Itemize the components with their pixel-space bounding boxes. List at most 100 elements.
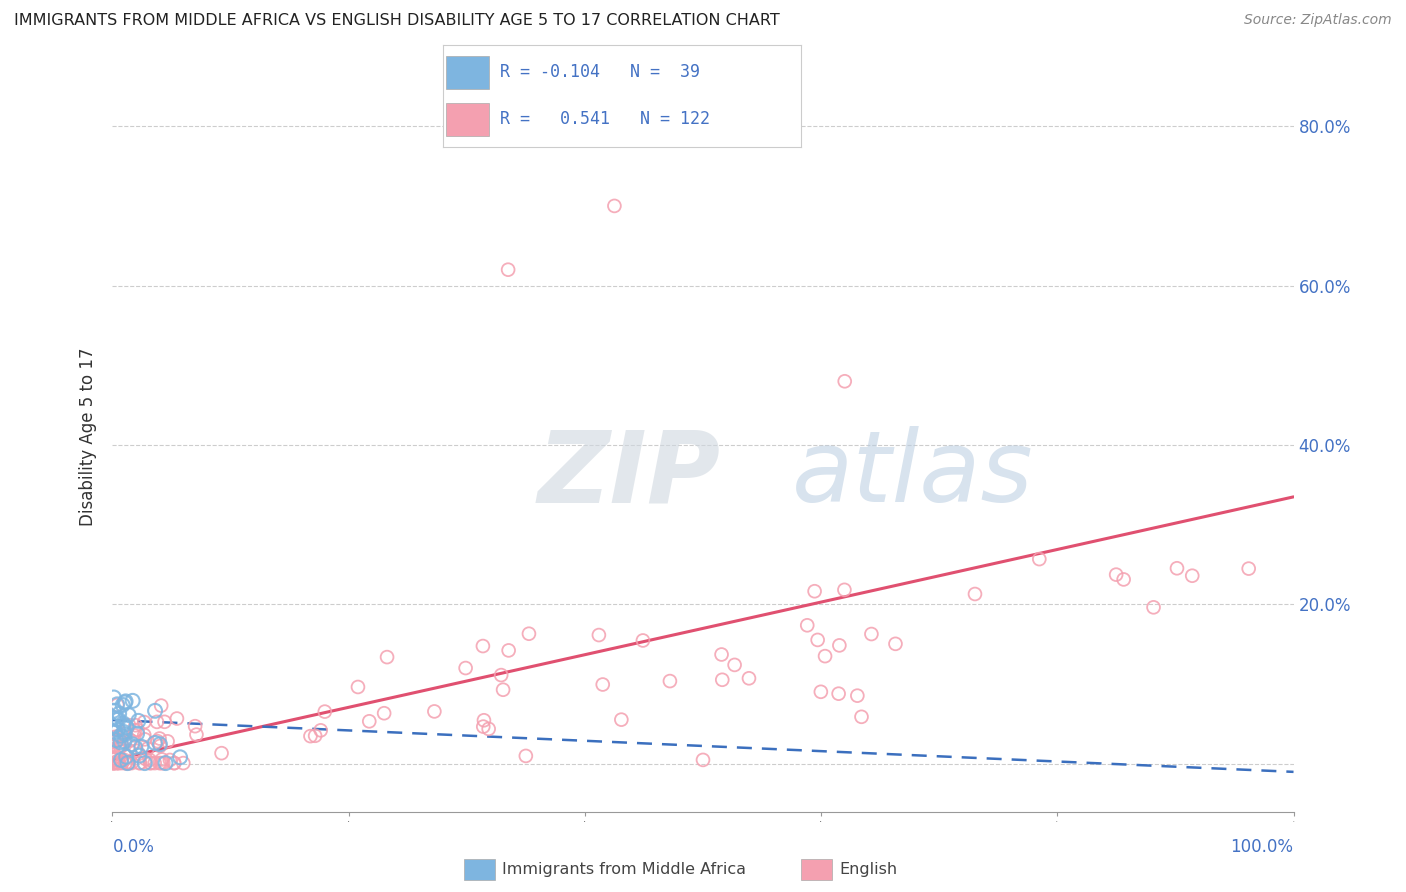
Point <box>110 729 132 743</box>
Point <box>139 756 162 770</box>
Point <box>658 674 681 689</box>
Point <box>155 756 177 770</box>
Text: 0.0%: 0.0% <box>112 838 155 855</box>
Point <box>692 753 714 767</box>
Point <box>375 650 398 665</box>
Point <box>807 632 830 647</box>
Point <box>118 718 141 732</box>
Point <box>515 748 537 763</box>
Point <box>314 705 336 719</box>
Point <box>149 737 172 751</box>
Text: R =   0.541   N = 122: R = 0.541 N = 122 <box>501 111 710 128</box>
Point <box>103 747 125 762</box>
Point <box>163 756 186 770</box>
Point <box>108 756 131 770</box>
Point <box>304 729 326 743</box>
Point <box>124 723 146 738</box>
Point <box>738 671 761 685</box>
Point <box>125 727 148 741</box>
Point <box>118 708 141 723</box>
Point <box>128 747 150 761</box>
Point <box>115 720 138 734</box>
Point <box>1142 600 1164 615</box>
Point <box>309 723 332 738</box>
Point <box>128 748 150 763</box>
Point <box>472 720 495 734</box>
Point <box>111 756 134 770</box>
Point <box>1181 568 1204 582</box>
Point <box>103 690 125 705</box>
Point <box>118 756 141 770</box>
Point <box>110 753 132 767</box>
Point <box>711 673 734 687</box>
Point <box>103 756 125 770</box>
Point <box>423 705 446 719</box>
Point <box>169 750 191 764</box>
Point <box>150 752 173 766</box>
Point <box>1166 561 1188 575</box>
FancyBboxPatch shape <box>447 56 489 88</box>
Point <box>105 749 128 764</box>
Point <box>103 756 125 770</box>
Point <box>105 756 128 770</box>
Point <box>631 633 654 648</box>
Point <box>186 728 208 742</box>
Point <box>1112 573 1135 587</box>
Point <box>492 682 515 697</box>
Point <box>846 689 869 703</box>
Point <box>478 722 501 736</box>
Point <box>1105 567 1128 582</box>
Point <box>139 756 162 770</box>
Point <box>184 719 207 733</box>
Point <box>517 626 540 640</box>
Point <box>828 639 851 653</box>
Point <box>134 728 156 742</box>
Point <box>127 723 149 737</box>
Point <box>112 725 135 739</box>
Point <box>163 756 186 770</box>
Point <box>359 714 381 729</box>
Point <box>107 729 129 743</box>
Point <box>103 734 125 748</box>
Point <box>111 739 134 753</box>
Point <box>150 698 173 713</box>
Point <box>136 741 159 756</box>
Point <box>104 730 127 744</box>
Point <box>108 706 131 721</box>
Point <box>105 733 128 747</box>
Point <box>834 374 856 388</box>
Point <box>124 740 146 755</box>
Point <box>120 733 142 747</box>
FancyBboxPatch shape <box>447 103 489 136</box>
Point <box>103 739 125 754</box>
Point <box>112 718 135 732</box>
Text: atlas: atlas <box>792 426 1033 523</box>
Text: Immigrants from Middle Africa: Immigrants from Middle Africa <box>502 863 747 877</box>
Point <box>710 648 733 662</box>
Point <box>124 728 146 742</box>
Point <box>143 756 166 770</box>
Point <box>860 627 883 641</box>
Point <box>150 756 173 770</box>
Point <box>723 657 745 672</box>
Point <box>103 750 125 764</box>
Point <box>131 739 153 754</box>
Text: 100.0%: 100.0% <box>1230 838 1294 855</box>
Point <box>454 661 477 675</box>
Point <box>105 733 128 747</box>
Point <box>104 725 127 739</box>
Text: IMMIGRANTS FROM MIDDLE AFRICA VS ENGLISH DISABILITY AGE 5 TO 17 CORRELATION CHAR: IMMIGRANTS FROM MIDDLE AFRICA VS ENGLISH… <box>14 13 780 29</box>
Point <box>156 734 179 748</box>
Point <box>134 714 156 729</box>
Point <box>152 756 174 770</box>
Text: English: English <box>839 863 897 877</box>
Point <box>103 753 125 767</box>
Point <box>496 262 519 277</box>
Point <box>103 719 125 733</box>
Point <box>117 756 139 770</box>
Point <box>299 729 322 743</box>
Point <box>472 713 495 727</box>
Y-axis label: Disability Age 5 to 17: Disability Age 5 to 17 <box>79 348 97 526</box>
Point <box>105 698 128 712</box>
Point <box>963 587 986 601</box>
